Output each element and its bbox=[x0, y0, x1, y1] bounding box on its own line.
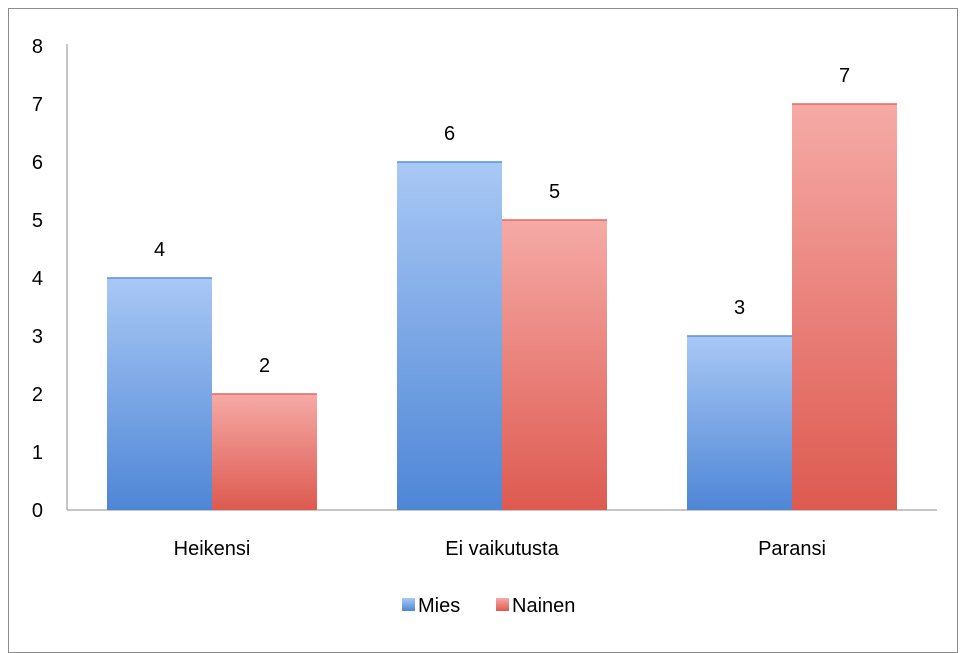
data-label: 3 bbox=[734, 297, 745, 319]
y-tick-label: 8 bbox=[32, 36, 43, 58]
data-labels: 4 2 6 5 3 7 bbox=[154, 65, 850, 377]
x-axis: Heikensi Ei vaikutusta Paransi bbox=[67, 509, 937, 560]
y-axis: 0 1 2 3 4 5 6 7 8 bbox=[32, 36, 68, 522]
bar-mies-0 bbox=[107, 278, 212, 510]
legend-swatch-nainen bbox=[496, 598, 509, 611]
y-tick-label: 2 bbox=[32, 384, 43, 406]
x-tick-label: Heikensi bbox=[174, 538, 251, 560]
data-label: 2 bbox=[259, 355, 270, 377]
bars bbox=[107, 103, 897, 510]
bar-mies-1 bbox=[397, 162, 502, 510]
x-tick-label: Ei vaikutusta bbox=[445, 538, 559, 560]
data-label: 4 bbox=[154, 239, 165, 261]
y-tick-label: 4 bbox=[32, 268, 43, 290]
bar-mies-2 bbox=[687, 336, 792, 510]
x-tick-label: Paransi bbox=[758, 538, 826, 560]
y-tick-label: 1 bbox=[32, 442, 43, 464]
legend-label-nainen: Nainen bbox=[512, 595, 575, 617]
bar-nainen-0 bbox=[212, 394, 317, 510]
y-tick-label: 7 bbox=[32, 94, 43, 116]
y-tick-label: 0 bbox=[32, 500, 43, 522]
y-tick-label: 3 bbox=[32, 326, 43, 348]
legend-swatch-mies bbox=[402, 598, 415, 611]
bar-nainen-1 bbox=[502, 220, 607, 510]
legend-label-mies: Mies bbox=[418, 595, 460, 617]
data-label: 6 bbox=[444, 123, 455, 145]
legend: Mies Nainen bbox=[402, 595, 575, 617]
y-tick-label: 6 bbox=[32, 152, 43, 174]
data-label: 5 bbox=[549, 181, 560, 203]
bar-nainen-2 bbox=[792, 104, 897, 510]
data-label: 7 bbox=[839, 65, 850, 87]
y-tick-label: 5 bbox=[32, 210, 43, 232]
